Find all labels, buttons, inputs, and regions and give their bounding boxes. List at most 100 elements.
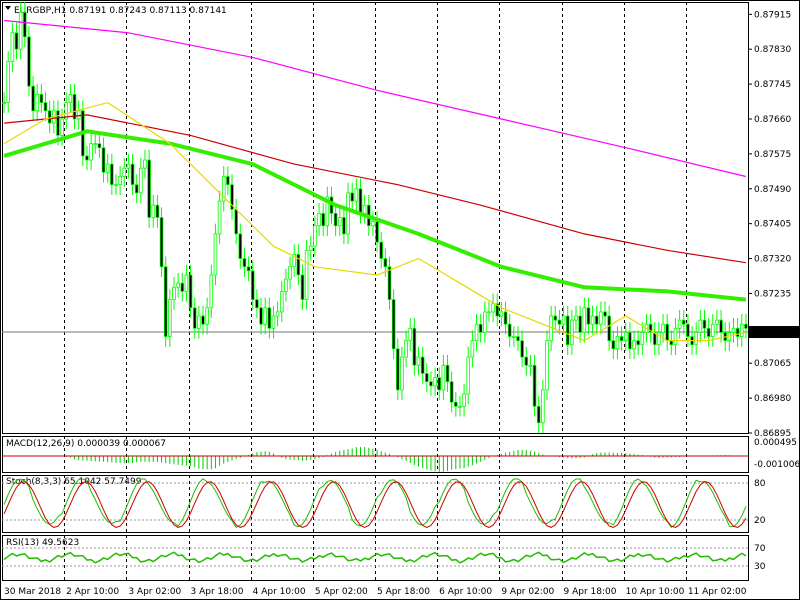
candle-body — [76, 110, 81, 120]
candle-body — [230, 184, 234, 210]
candle-body — [255, 299, 259, 309]
rsi-tick-label: 70 — [754, 544, 766, 554]
candle-body — [371, 221, 375, 227]
moving-average-line — [3, 129, 747, 302]
time-axis-label: 5 Apr 18:00 — [377, 587, 430, 597]
stoch-signal-line — [3, 481, 747, 528]
rsi-line — [3, 551, 747, 564]
candle-body — [130, 163, 135, 186]
candle-body — [437, 377, 442, 391]
candle-body — [85, 155, 89, 161]
candle-body — [516, 336, 520, 342]
candle-body — [18, 11, 23, 50]
candle-body — [122, 167, 127, 177]
candle-body — [172, 286, 176, 300]
candle-body — [632, 340, 636, 350]
candle-body — [375, 221, 379, 243]
candle-body — [603, 311, 607, 317]
candle-body — [590, 315, 595, 325]
candle-body — [288, 266, 292, 280]
candle-body — [561, 315, 566, 325]
candle-body — [337, 217, 342, 227]
candle-body — [101, 147, 106, 173]
candle-body — [744, 323, 748, 329]
candle-body — [250, 270, 255, 300]
time-axis-label: 3 Apr 18:00 — [191, 587, 244, 597]
candle-body — [557, 319, 562, 325]
rsi-tick-label: 30 — [754, 562, 766, 572]
price-tick-label: 0.87575 — [754, 150, 791, 160]
candle-body — [541, 389, 545, 424]
time-axis-label: 11 Apr 02:00 — [688, 587, 747, 597]
candle-body — [441, 364, 446, 391]
candle-body — [362, 204, 367, 214]
candle-body — [155, 204, 160, 218]
candle-body — [425, 373, 429, 383]
candle-body — [72, 93, 77, 120]
candle-body — [702, 319, 707, 329]
candle-body — [151, 204, 156, 218]
candle-body — [395, 348, 400, 391]
candle-body — [304, 249, 309, 300]
candle-body — [205, 307, 209, 325]
candle-body — [474, 323, 479, 342]
candle-body — [321, 212, 325, 227]
price-tick-label: 0.86895 — [754, 429, 791, 439]
time-axis-label: 9 Apr 02:00 — [501, 587, 554, 597]
candle-body — [97, 143, 102, 149]
candle-body — [536, 405, 541, 424]
candle-body — [466, 356, 471, 395]
candle-body — [354, 188, 359, 202]
candle-body — [507, 323, 512, 337]
candle-body — [582, 307, 587, 333]
candle-body — [607, 315, 611, 342]
candle-body — [180, 282, 185, 292]
candle-body — [27, 36, 31, 87]
candle-body — [636, 340, 640, 346]
candle-body — [532, 364, 537, 407]
candle-body — [292, 254, 296, 268]
candle-body — [39, 93, 44, 103]
candle-body — [470, 340, 475, 358]
candle-body — [433, 377, 437, 387]
candle-body — [412, 327, 417, 366]
candle-body — [648, 323, 653, 333]
candle-body — [400, 356, 404, 391]
time-axis-label: 4 Apr 10:00 — [253, 587, 306, 597]
candle-body — [176, 282, 180, 288]
candle-body — [673, 327, 678, 346]
candle-body — [163, 266, 168, 337]
candle-body — [217, 200, 222, 235]
candle-body — [445, 364, 450, 383]
candle-body — [238, 233, 243, 259]
candle-body — [578, 315, 582, 333]
candle-body — [47, 110, 52, 124]
candle-body — [234, 208, 238, 235]
stoch-tick-label: 80 — [754, 479, 766, 489]
price-tick-label: 0.87065 — [754, 359, 791, 369]
candle-body — [483, 311, 487, 333]
candle-body — [346, 192, 350, 235]
candle-body — [404, 340, 408, 358]
price-tick-label: 0.86980 — [754, 394, 791, 404]
candle-body — [731, 327, 736, 333]
candle-body — [677, 319, 682, 329]
candle-body — [487, 311, 491, 314]
candle-body — [317, 212, 321, 227]
candle-body — [383, 258, 388, 268]
candle-body — [628, 332, 632, 350]
candle-body — [89, 143, 93, 161]
candle-body — [2, 102, 6, 104]
candle-body — [14, 32, 19, 50]
candle-body — [706, 327, 711, 337]
candle-body — [416, 356, 421, 366]
candle-body — [503, 311, 508, 325]
candle-body — [387, 266, 392, 300]
candle-body — [192, 307, 197, 329]
price-tick-label: 0.87915 — [754, 10, 791, 20]
moving-average-line — [3, 101, 747, 342]
candle-body — [284, 278, 288, 292]
candle-body — [565, 315, 570, 346]
candle-body — [197, 315, 201, 329]
